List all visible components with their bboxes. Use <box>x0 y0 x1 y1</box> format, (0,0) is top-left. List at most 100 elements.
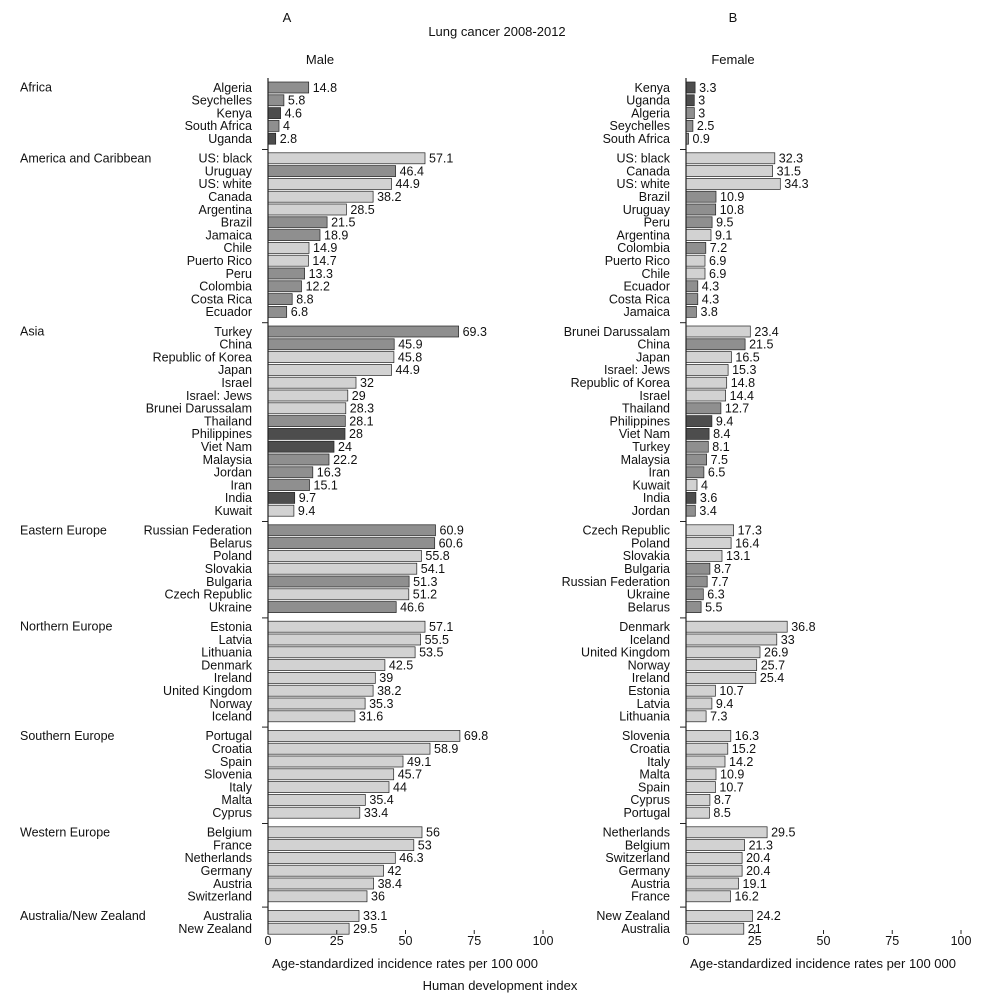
category-label-poland: Poland <box>631 536 670 550</box>
x-tick-label-0: 0 <box>683 934 690 948</box>
bar-female-lithuania <box>685 710 707 723</box>
value-label-germany: 20.4 <box>746 864 770 878</box>
value-label-austria: 38.4 <box>378 877 402 891</box>
category-label-slovenia: Slovenia <box>622 729 670 743</box>
value-label-united-kingdom: 38.2 <box>377 684 401 698</box>
category-label-south-africa: South Africa <box>185 119 252 133</box>
panel-label-a: A <box>283 10 292 25</box>
value-label-slovenia: 45.7 <box>398 768 422 782</box>
bar-male-brunei-darussalam <box>267 402 347 415</box>
bar-female-poland <box>685 537 732 549</box>
value-label-bulgaria: 8.7 <box>714 562 731 576</box>
bar-female-denmark <box>685 620 788 633</box>
bar-female-ukraine <box>685 588 704 601</box>
bar-male-lithuania <box>267 646 416 659</box>
category-label-republic-of-korea: Republic of Korea <box>571 376 670 390</box>
bar-male-iceland <box>267 710 356 723</box>
value-label-denmark: 36.8 <box>791 620 815 634</box>
value-label-argentina: 9.1 <box>715 228 732 242</box>
value-label-puerto-rico: 14.7 <box>312 254 336 268</box>
value-label-colombia: 12.2 <box>306 280 330 294</box>
value-label-costa-rica: 4.3 <box>702 292 719 306</box>
value-label-turkey: 69.3 <box>463 325 487 339</box>
category-label-austria: Austria <box>631 877 670 891</box>
value-label-jamaica: 3.8 <box>701 305 718 319</box>
region-label-western-europe: Western Europe <box>20 825 110 839</box>
value-label-china: 21.5 <box>749 338 773 352</box>
bar-female-portugal <box>685 806 710 819</box>
value-label-malaysia: 22.2 <box>333 453 357 467</box>
bar-female-cyprus <box>685 794 711 806</box>
category-label-turkey: Turkey <box>632 440 670 454</box>
bar-male-slovakia <box>267 562 418 575</box>
bar-male-colombia <box>267 280 302 293</box>
category-label-czech-republic: Czech Republic <box>582 524 670 538</box>
value-label-japan: 16.5 <box>735 350 759 364</box>
value-label-new-zealand: 24.2 <box>757 909 781 923</box>
category-label-philippines: Philippines <box>192 427 252 441</box>
bar-male-chile <box>267 242 310 254</box>
bar-male-spain <box>267 755 404 768</box>
value-label-india: 9.7 <box>299 491 316 505</box>
value-label-spain: 10.7 <box>719 780 743 794</box>
bar-female-belgium <box>685 839 745 851</box>
category-label-australia: Australia <box>203 909 252 923</box>
category-label-spain: Spain <box>220 755 252 769</box>
value-label-us-white: 44.9 <box>396 177 420 191</box>
male-bar-chart: Africa Algeria 14.8 Seychelles 5.8 Kenya 4.6 So… <box>20 78 553 948</box>
bar-male-australia <box>267 910 360 922</box>
value-label-china: 45.9 <box>398 338 422 352</box>
bar-female-canada <box>685 165 773 177</box>
bar-female-australia <box>685 922 745 935</box>
bar-female-viet-nam <box>685 428 710 440</box>
value-label-japan: 44.9 <box>396 363 420 377</box>
category-label-united-kingdom: United Kingdom <box>163 684 252 698</box>
value-label-slovakia: 13.1 <box>726 549 750 563</box>
category-label-brunei-darussalam: Brunei Darussalam <box>564 325 670 339</box>
value-label-belarus: 5.5 <box>705 600 722 614</box>
bar-female-turkey <box>685 440 709 453</box>
bar-male-republic-of-korea <box>267 351 395 363</box>
category-label-germany: Germany <box>201 864 253 878</box>
bar-male-puerto-rico <box>267 254 309 267</box>
bar-female-croatia <box>685 742 729 755</box>
bar-male-ireland <box>267 672 376 684</box>
value-label-uruguay: 10.8 <box>720 203 744 217</box>
category-label-us-black: US: black <box>617 152 671 166</box>
value-label-belgium: 56 <box>426 826 440 840</box>
bar-male-jordan <box>267 466 314 479</box>
x-axis-title-male: Age-standardized incidence rates per 100… <box>272 956 538 971</box>
bar-female-kuwait <box>685 479 698 491</box>
bar-female-puerto-rico <box>685 254 706 267</box>
bar-male-netherlands <box>267 852 396 864</box>
bar-male-us-black <box>267 152 426 165</box>
bar-female-us-white <box>685 178 781 190</box>
category-label-latvia: Latvia <box>637 697 670 711</box>
category-label-viet-nam: Viet Nam <box>619 427 670 441</box>
category-label-colombia: Colombia <box>199 280 252 294</box>
value-label-thailand: 28.1 <box>349 414 373 428</box>
value-label-italy: 44 <box>393 780 407 794</box>
value-label-portugal: 8.5 <box>713 806 730 820</box>
bar-male-czech-republic <box>267 588 410 601</box>
region-label-northern-europe: Northern Europe <box>20 620 112 634</box>
category-label-bulgaria: Bulgaria <box>624 562 670 576</box>
category-label-croatia: Croatia <box>212 742 252 756</box>
category-label-chile: Chile <box>642 267 671 281</box>
value-label-latvia: 9.4 <box>716 697 733 711</box>
bar-male-italy <box>267 781 390 793</box>
category-label-china: China <box>637 338 670 352</box>
category-label-slovakia: Slovakia <box>205 562 252 576</box>
category-label-peru: Peru <box>226 267 252 281</box>
bar-male-denmark <box>267 659 386 671</box>
value-label-us-white: 34.3 <box>784 177 808 191</box>
value-label-south-africa: 4 <box>283 119 290 133</box>
value-label-iceland: 31.6 <box>359 710 383 724</box>
value-label-poland: 55.8 <box>425 549 449 563</box>
bar-male-uruguay <box>267 165 396 177</box>
value-label-kenya: 3.3 <box>699 81 716 95</box>
category-label-canada: Canada <box>208 190 252 204</box>
category-label-viet-nam: Viet Nam <box>201 440 252 454</box>
value-label-chile: 14.9 <box>313 241 337 255</box>
bar-female-united-kingdom <box>685 646 761 659</box>
